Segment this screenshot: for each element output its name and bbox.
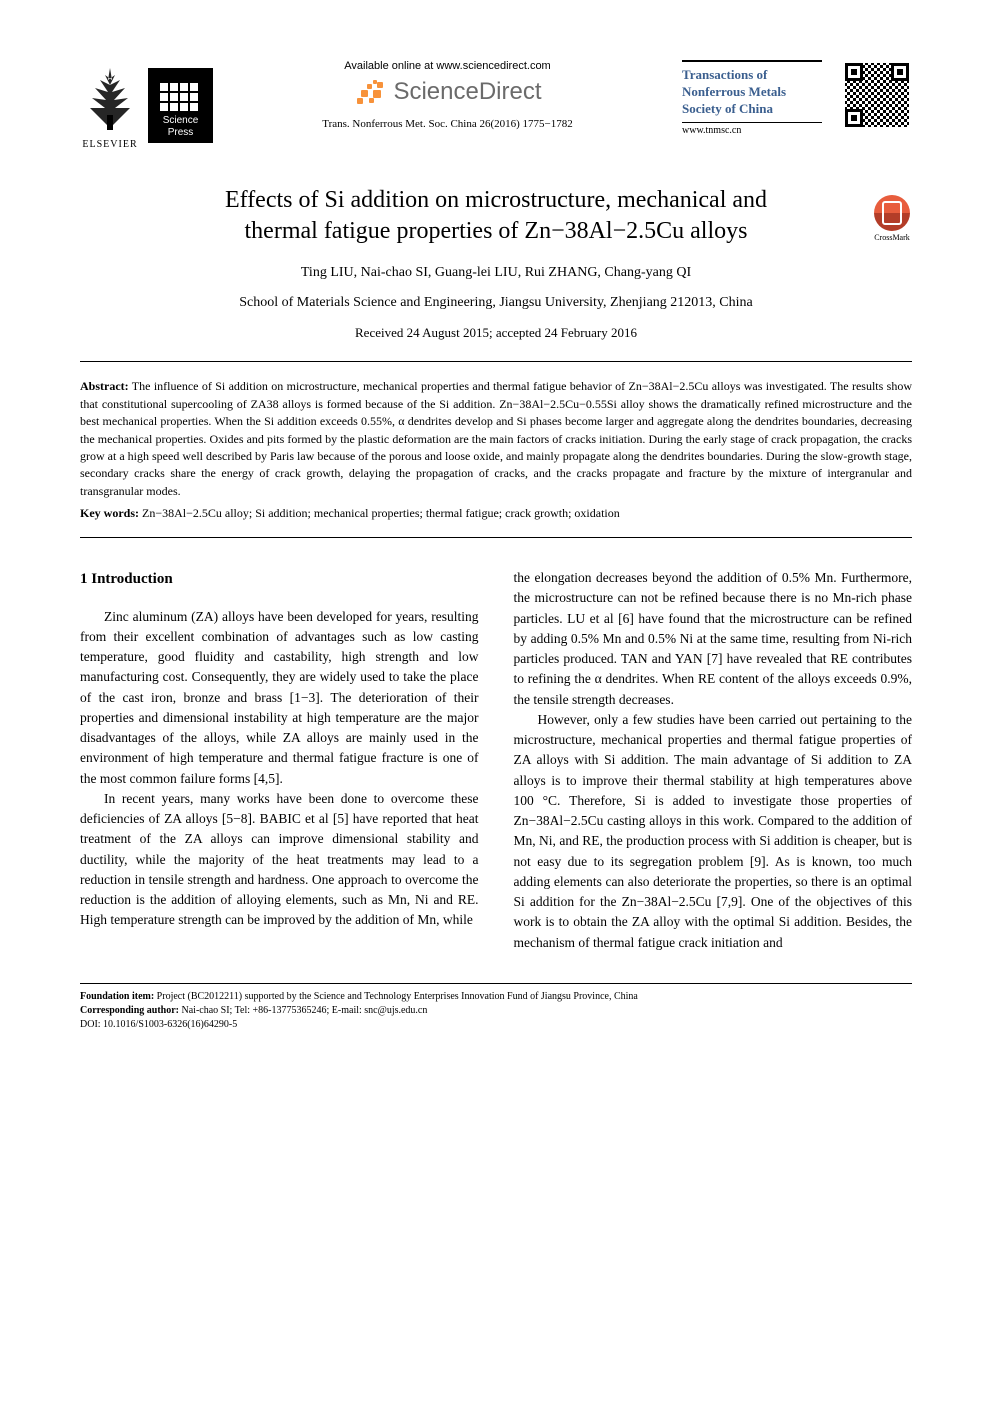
title-line1: Effects of Si addition on microstructure… bbox=[225, 187, 767, 213]
authors-text: Ting LIU, Nai-chao SI, Guang-lei LIU, Ru… bbox=[80, 265, 912, 281]
affiliation-text: School of Materials Science and Engineer… bbox=[80, 295, 912, 311]
foundation-label: Foundation item: bbox=[80, 991, 154, 1002]
intro-para1: Zinc aluminum (ZA) alloys have been deve… bbox=[80, 607, 479, 789]
abstract-section: Abstract: The influence of Si addition o… bbox=[80, 378, 912, 521]
intro-para3: the elongation decreases beyond the addi… bbox=[514, 568, 913, 710]
citation-text: Trans. Nonferrous Met. Soc. China 26(201… bbox=[253, 118, 642, 130]
journal-name-line1: Transactions of bbox=[682, 67, 822, 84]
intro-para2: In recent years, many works have been do… bbox=[80, 789, 479, 931]
doi-line: DOI: 10.1016/S1003-6326(16)64290-5 bbox=[80, 1018, 912, 1032]
journal-info-block: Transactions of Nonferrous Metals Societ… bbox=[682, 60, 822, 136]
science-label-1: Science bbox=[163, 115, 199, 127]
abstract-label: Abstract: bbox=[80, 379, 129, 393]
science-press-logo: Science Press bbox=[148, 68, 213, 143]
title-line2: thermal fatigue properties of Zn−38Al−2.… bbox=[245, 218, 748, 244]
qr-code-icon bbox=[842, 60, 912, 130]
journal-url: www.tnmsc.cn bbox=[682, 122, 822, 136]
foundation-line: Foundation item: Project (BC2012211) sup… bbox=[80, 990, 912, 1004]
corresponding-text: Nai-chao SI; Tel: +86-13775365246; E-mai… bbox=[179, 1005, 427, 1016]
crossmark-badge[interactable]: CrossMark bbox=[872, 195, 912, 245]
corresponding-line: Corresponding author: Nai-chao SI; Tel: … bbox=[80, 1004, 912, 1018]
article-title: Effects of Si addition on microstructure… bbox=[80, 185, 912, 247]
content-section: 1 Introduction Zinc aluminum (ZA) alloys… bbox=[80, 568, 912, 953]
header-section: ELSEVIER Science Press Available online … bbox=[80, 60, 912, 150]
sciencedirect-dots-icon bbox=[353, 78, 383, 106]
abstract-body: The influence of Si addition on microstr… bbox=[80, 379, 912, 497]
right-column: the elongation decreases beyond the addi… bbox=[514, 568, 913, 953]
keywords-body: Zn−38Al−2.5Cu alloy; Si addition; mechan… bbox=[139, 506, 620, 520]
sciencedirect-logo: ScienceDirect bbox=[253, 78, 642, 106]
foundation-text: Project (BC2012211) supported by the Sci… bbox=[154, 991, 638, 1002]
publisher-logos: ELSEVIER Science Press bbox=[80, 60, 213, 150]
dates-text: Received 24 August 2015; accepted 24 Feb… bbox=[80, 325, 912, 341]
journal-name-line3: Society of China bbox=[682, 101, 822, 118]
crossmark-label: CrossMark bbox=[872, 233, 912, 242]
abstract-paragraph: Abstract: The influence of Si addition o… bbox=[80, 378, 912, 500]
sciencedirect-text: ScienceDirect bbox=[393, 78, 541, 106]
intro-heading: 1 Introduction bbox=[80, 568, 479, 591]
science-label-2: Press bbox=[168, 127, 194, 139]
journal-name-line2: Nonferrous Metals bbox=[682, 84, 822, 101]
center-header-block: Available online at www.sciencedirect.co… bbox=[233, 60, 662, 130]
footer-section: Foundation item: Project (BC2012211) sup… bbox=[80, 983, 912, 1032]
science-press-dots-icon bbox=[160, 83, 198, 111]
corresponding-label: Corresponding author: bbox=[80, 1005, 179, 1016]
keywords-label: Key words: bbox=[80, 506, 139, 520]
title-section: Effects of Si addition on microstructure… bbox=[80, 185, 912, 341]
keywords-paragraph: Key words: Zn−38Al−2.5Cu alloy; Si addit… bbox=[80, 506, 912, 521]
elsevier-label: ELSEVIER bbox=[80, 139, 140, 150]
available-online-text: Available online at www.sciencedirect.co… bbox=[253, 60, 642, 72]
divider-bottom bbox=[80, 537, 912, 538]
elsevier-logo-block: ELSEVIER bbox=[80, 60, 140, 150]
divider-top bbox=[80, 361, 912, 362]
left-column: 1 Introduction Zinc aluminum (ZA) alloys… bbox=[80, 568, 479, 953]
elsevier-tree-icon bbox=[80, 60, 140, 135]
intro-para4: However, only a few studies have been ca… bbox=[514, 710, 913, 953]
crossmark-circle-icon bbox=[874, 195, 910, 231]
